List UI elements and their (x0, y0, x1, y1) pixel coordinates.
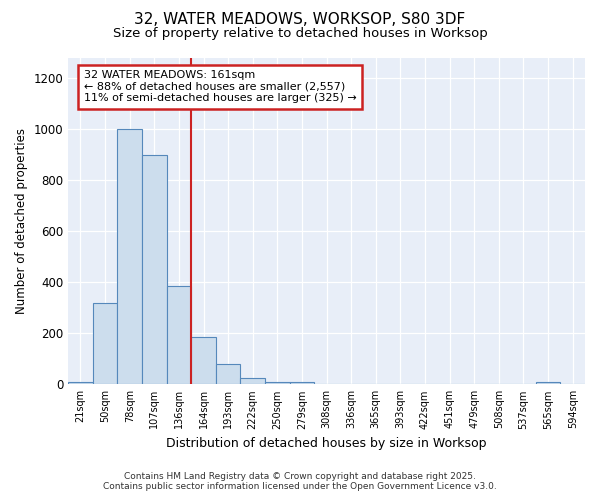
Bar (536, 382, 560, 384)
Bar (142, 154, 167, 384)
Y-axis label: Number of detached properties: Number of detached properties (15, 128, 28, 314)
Bar (265, 382, 290, 384)
Bar (118, 129, 142, 384)
Text: 32, WATER MEADOWS, WORKSOP, S80 3DF: 32, WATER MEADOWS, WORKSOP, S80 3DF (134, 12, 466, 28)
Text: Contains HM Land Registry data © Crown copyright and database right 2025.
Contai: Contains HM Land Registry data © Crown c… (103, 472, 497, 491)
Bar (241, 378, 265, 384)
Bar (216, 364, 241, 384)
Bar (68, 382, 93, 384)
Bar (191, 337, 216, 384)
Text: 32 WATER MEADOWS: 161sqm
← 88% of detached houses are smaller (2,557)
11% of sem: 32 WATER MEADOWS: 161sqm ← 88% of detach… (83, 70, 356, 104)
Bar (93, 302, 118, 384)
X-axis label: Distribution of detached houses by size in Worksop: Distribution of detached houses by size … (166, 437, 487, 450)
Bar (290, 382, 314, 384)
Text: Size of property relative to detached houses in Worksop: Size of property relative to detached ho… (113, 28, 487, 40)
Bar (167, 286, 191, 384)
